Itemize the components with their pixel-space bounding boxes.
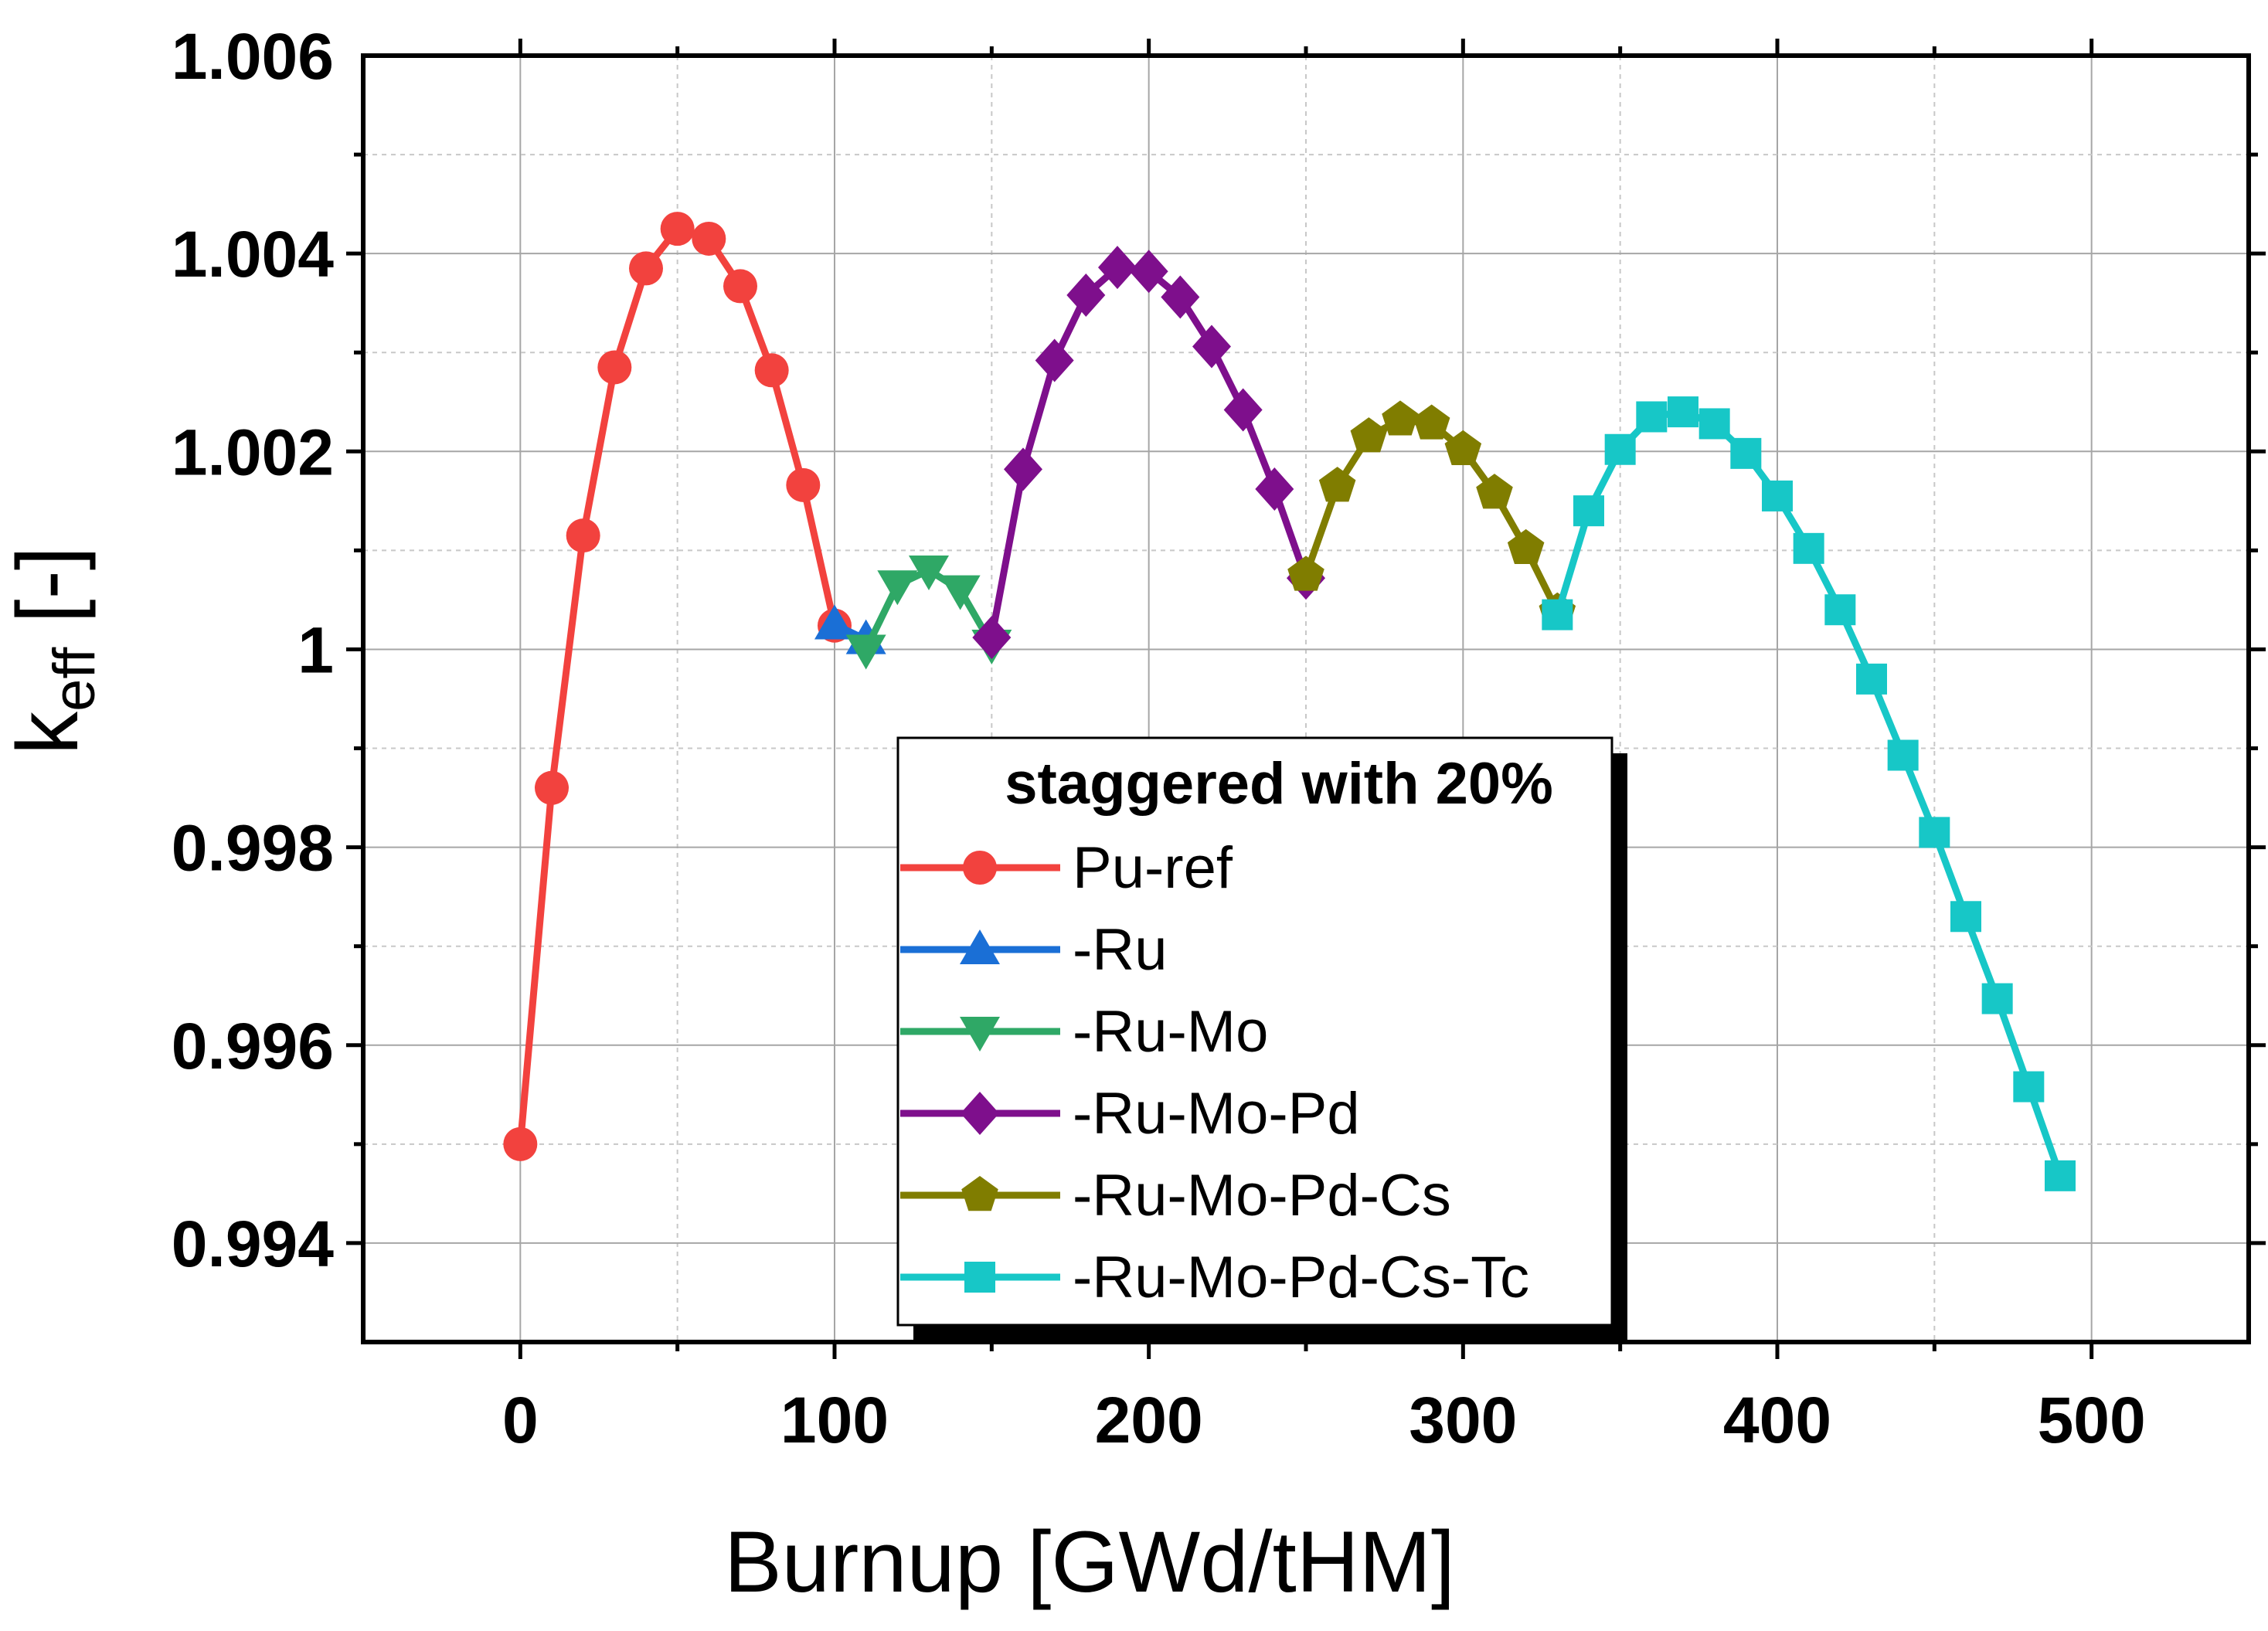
x-tick-label: 400 bbox=[1723, 1384, 1831, 1456]
data-point bbox=[535, 770, 569, 805]
legend-marker bbox=[960, 1017, 1000, 1052]
data-point bbox=[877, 570, 918, 606]
legend-label: -Ru-Mo-Pd-Cs-Tc bbox=[1073, 1245, 1529, 1310]
data-point bbox=[1762, 480, 1793, 511]
data-point bbox=[1636, 401, 1668, 433]
data-point bbox=[1698, 408, 1730, 440]
legend-marker bbox=[963, 851, 997, 885]
data-point bbox=[1919, 817, 1950, 848]
legend-title: staggered with 20% bbox=[1005, 751, 1553, 817]
data-point bbox=[1668, 396, 1698, 428]
y-tick-label: 0.994 bbox=[172, 1208, 334, 1280]
data-point bbox=[503, 1126, 538, 1161]
data-point bbox=[1161, 275, 1200, 319]
legend-label: -Ru-Mo-Pd-Cs bbox=[1073, 1163, 1451, 1228]
tick-labels: 0 100 200 300 400 500 0.994 0.996 0.998 1 1.002 1.0… bbox=[172, 20, 2146, 1456]
y-axis-title: keff [-] bbox=[0, 546, 107, 755]
data-point bbox=[1887, 739, 1919, 771]
y-tick-label: 1 bbox=[298, 613, 334, 686]
data-point bbox=[597, 350, 632, 385]
legend: staggered with 20% Pu-ref -Ru -Ru-Mo -Ru-Mo… bbox=[896, 736, 1627, 1340]
y-tick-label: 1.002 bbox=[172, 416, 334, 488]
series-ru-mo-pd-cs-tc bbox=[1542, 396, 2076, 1191]
legend-marker bbox=[961, 1092, 999, 1135]
legend-label: -Ru-Mo bbox=[1073, 999, 1268, 1065]
y-axis-title-subscript: eff bbox=[42, 647, 107, 712]
data-point bbox=[1255, 467, 1294, 511]
data-point bbox=[566, 518, 600, 553]
data-point bbox=[1318, 467, 1356, 502]
data-point bbox=[972, 616, 1012, 660]
grid bbox=[363, 56, 2249, 1342]
data-point bbox=[1287, 556, 1324, 591]
data-point bbox=[1413, 404, 1450, 440]
y-axis-title-unit: [-] bbox=[0, 546, 96, 647]
x-tick-label: 500 bbox=[2038, 1384, 2146, 1456]
x-tick-label: 100 bbox=[780, 1384, 889, 1456]
data-point bbox=[1476, 474, 1513, 509]
data-point bbox=[1824, 594, 1856, 626]
data-point bbox=[660, 212, 695, 246]
data-point bbox=[1444, 430, 1482, 465]
data-point bbox=[2013, 1071, 2045, 1103]
data-point bbox=[723, 269, 757, 304]
data-point bbox=[1066, 273, 1106, 317]
legend-label: Pu-ref bbox=[1073, 835, 1233, 901]
legend-item: -Ru-Mo bbox=[900, 999, 1268, 1065]
legend-marker bbox=[964, 1262, 995, 1293]
data-point bbox=[1192, 325, 1231, 369]
legend-label: -Ru bbox=[1073, 917, 1167, 983]
data-point bbox=[692, 221, 726, 256]
legend-item: -Ru bbox=[900, 917, 1167, 983]
x-axis-title: Burnup [GWd/tHM] bbox=[724, 1514, 1455, 1610]
series-layer bbox=[503, 212, 2076, 1191]
y-tick-label: 1.006 bbox=[172, 20, 334, 93]
data-point bbox=[754, 353, 789, 388]
y-tick-label: 1.004 bbox=[172, 218, 334, 291]
data-point bbox=[1856, 663, 1887, 695]
legend-item: -Ru-Mo-Pd-Cs-Tc bbox=[900, 1245, 1529, 1310]
data-point bbox=[1981, 983, 2013, 1014]
series-ru-mo bbox=[845, 556, 1012, 670]
series-ru-mo-pd bbox=[972, 246, 1325, 660]
legend-item: -Ru-Mo-Pd-Cs bbox=[900, 1163, 1451, 1228]
data-point bbox=[940, 575, 981, 610]
data-point bbox=[1382, 400, 1419, 436]
data-point bbox=[909, 556, 949, 590]
data-point bbox=[1098, 246, 1137, 290]
y-axis-title-main: k bbox=[0, 711, 96, 755]
x-tick-label: 200 bbox=[1095, 1384, 1203, 1456]
series-pu-ref bbox=[503, 212, 852, 1161]
data-point bbox=[1035, 338, 1074, 382]
legend-item: Pu-ref bbox=[900, 835, 1233, 901]
data-point bbox=[1604, 433, 1636, 465]
x-tick-label: 300 bbox=[1409, 1384, 1517, 1456]
data-point bbox=[1129, 250, 1168, 294]
y-tick-label: 0.998 bbox=[172, 812, 334, 885]
data-point bbox=[629, 251, 663, 286]
x-tick-label: 0 bbox=[502, 1384, 539, 1456]
data-point bbox=[2045, 1160, 2076, 1191]
data-point bbox=[1573, 495, 1604, 527]
data-point bbox=[1507, 528, 1545, 565]
data-point bbox=[1730, 437, 1762, 469]
data-point bbox=[1350, 417, 1388, 453]
data-point bbox=[1950, 901, 1981, 933]
legend-items: Pu-ref -Ru -Ru-Mo -Ru-Mo-Pd -Ru-Mo-Pd-Cs -Ru-… bbox=[900, 835, 1529, 1310]
data-point bbox=[845, 634, 886, 670]
data-point bbox=[1004, 447, 1042, 491]
y-tick-label: 0.996 bbox=[172, 1010, 334, 1082]
legend-item: -Ru-Mo-Pd bbox=[900, 1081, 1360, 1147]
data-point bbox=[1542, 599, 1573, 630]
axis-ticks bbox=[346, 39, 2266, 1359]
data-point bbox=[1223, 388, 1263, 432]
data-point bbox=[786, 467, 821, 502]
data-point bbox=[814, 604, 855, 640]
legend-marker bbox=[961, 1176, 998, 1211]
data-point bbox=[1793, 532, 1824, 564]
legend-label: -Ru-Mo-Pd bbox=[1073, 1081, 1360, 1147]
legend-marker bbox=[960, 929, 1000, 964]
